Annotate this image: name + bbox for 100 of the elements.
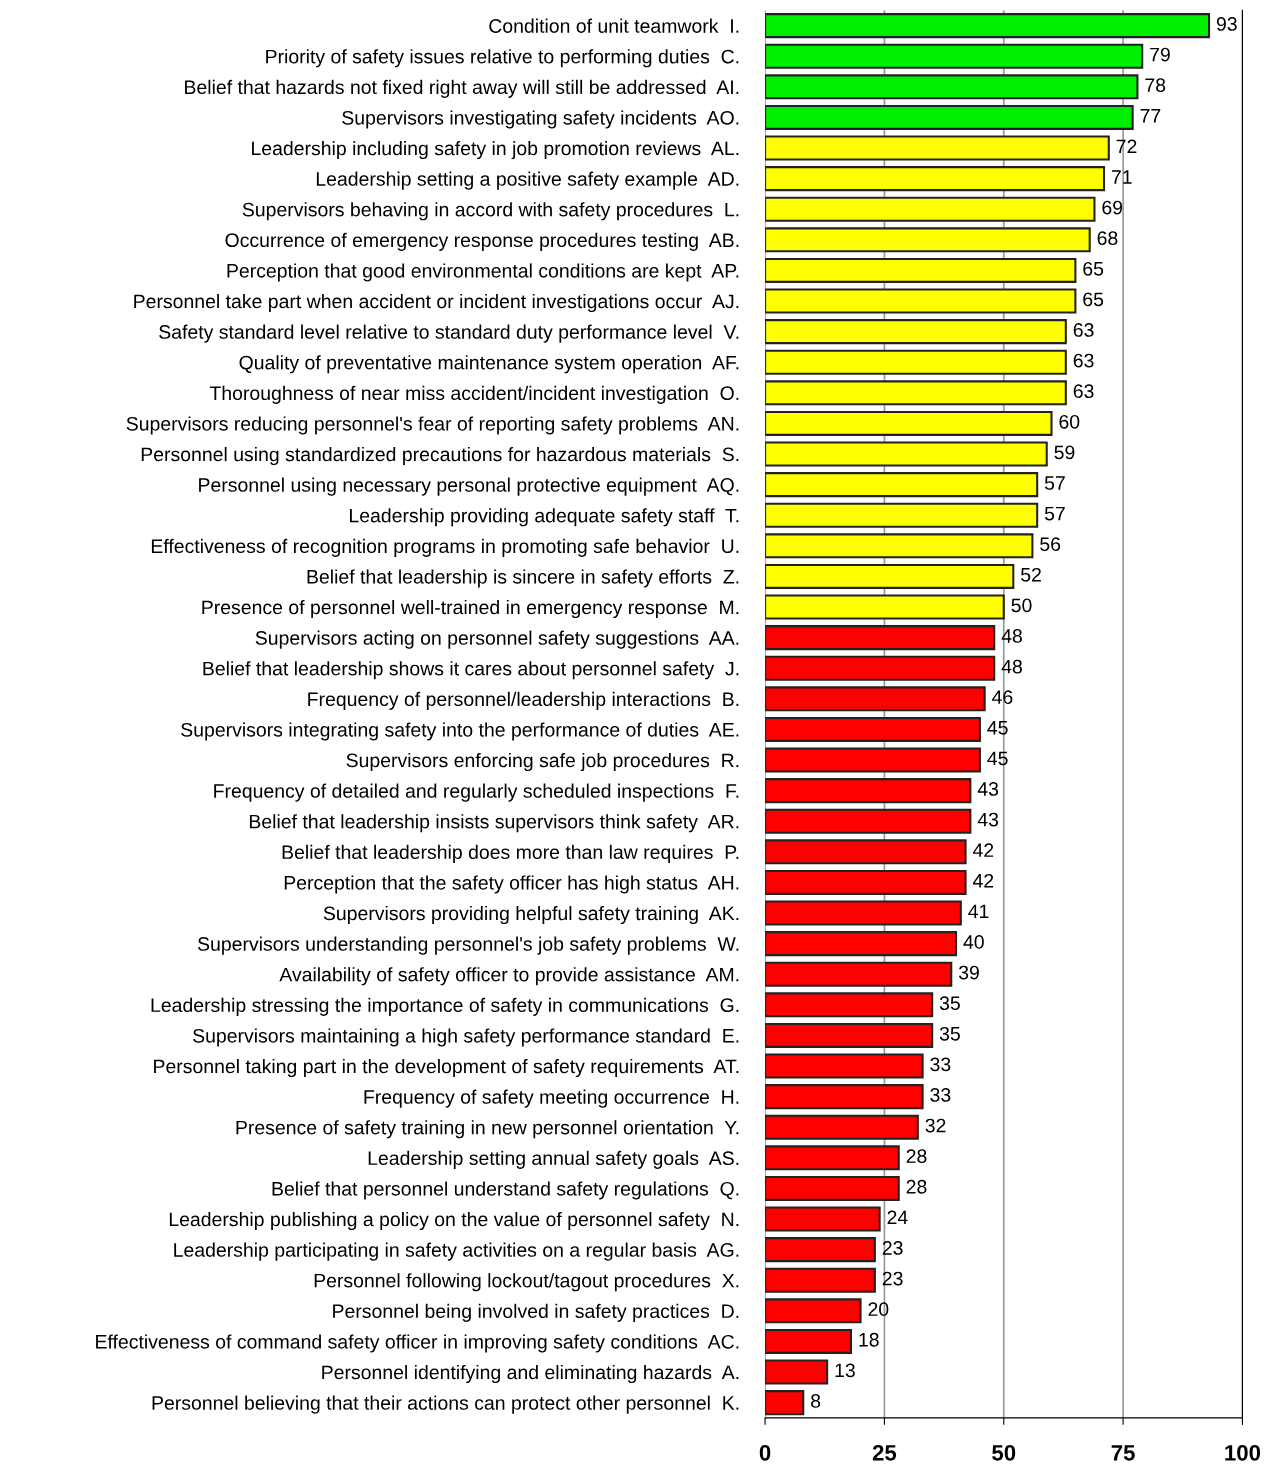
y-tick-label: Belief that personnel understand safety regulations Q.: [272, 1181, 739, 1200]
y-tick-label: Personnel following lockout/tagout procedures X.: [314, 1273, 739, 1292]
bar: [765, 1359, 829, 1385]
bar: [765, 839, 967, 865]
data-label: 46: [992, 690, 1013, 705]
y-tick-label: Perception that the safety officer has high status AH.: [284, 875, 739, 894]
data-label: 45: [987, 751, 1008, 766]
y-tick-label: Condition of unit teamwork I.: [489, 18, 739, 33]
y-tick-label: Leadership stressing the importance of safety in communications G.: [151, 997, 739, 1016]
y-tick-label: Personnel take part when accident or incident investigations occur AJ.: [134, 293, 739, 313]
data-label: 40: [963, 935, 984, 949]
data-label: 63: [1073, 353, 1094, 368]
data-label: 33: [930, 1057, 951, 1072]
bar: [765, 655, 996, 681]
data-label: 24: [887, 1210, 908, 1225]
bar: [765, 563, 1015, 589]
y-tick-label: Frequency of detailed and regularly scheduled inspections F.: [214, 783, 739, 802]
y-tick-label: Presence of safety training in new personnel orientation Y.: [236, 1120, 739, 1139]
y-tick-label: Leadership publishing a policy on the value of personnel safety N.: [169, 1211, 739, 1231]
y-tick-label: Frequency of safety meeting occurrence H.: [364, 1089, 739, 1108]
data-label: 48: [1001, 629, 1022, 643]
data-label: 32: [925, 1118, 946, 1133]
data-label: 57: [1044, 476, 1065, 490]
bar: [765, 472, 1039, 498]
bar: [765, 257, 1077, 283]
y-tick-label: Leadership participating in safety activities on a regular basis AG.: [174, 1242, 739, 1261]
data-label: 20: [868, 1302, 889, 1317]
y-tick-label: Availability of safety officer to provide assistance AM.: [279, 967, 739, 986]
bar: [765, 1114, 919, 1140]
bar: [765, 1298, 862, 1324]
y-tick-label: Supervisors understanding personnel's job safety problems W.: [197, 936, 739, 955]
bar: [765, 1145, 900, 1171]
data-label: 63: [1073, 384, 1094, 399]
y-tick-label: Supervisors acting on personnel safety suggestions AA.: [255, 630, 739, 649]
data-label: 35: [939, 1026, 960, 1041]
bar: [765, 1175, 900, 1201]
data-label: 13: [835, 1363, 855, 1378]
bar: [765, 594, 1005, 620]
bar: [765, 1206, 881, 1232]
bar: [765, 961, 953, 987]
y-tick-label: Personnel using necessary personal protective equipment AQ.: [199, 477, 739, 496]
bar: [765, 104, 1134, 130]
y-tick-label: Leadership setting annual safety goals AS.: [368, 1150, 739, 1169]
y-tick-label: Leadership including safety in job promotion reviews AL.: [252, 140, 739, 160]
data-label: 33: [930, 1088, 951, 1102]
y-tick-label: Effectiveness of recognition programs in promoting safe behavior U.: [151, 538, 739, 557]
data-label: 39: [958, 965, 979, 980]
y-tick-label: Safety standard level relative to standard duty performance level V.: [159, 324, 739, 343]
bar: [765, 441, 1048, 467]
y-tick-label: Belief that leadership is sincere in safety efforts Z.: [307, 569, 739, 588]
data-label: 43: [977, 812, 999, 827]
data-label: 71: [1111, 170, 1132, 184]
bar: [765, 349, 1067, 375]
y-tick-label: Frequency of personnel/leadership interactions B.: [308, 691, 739, 710]
data-label: 43: [977, 782, 999, 796]
y-tick-label: Personnel using standardized precautions for hazardous materials S.: [141, 446, 739, 466]
bar: [765, 716, 981, 742]
bar: [765, 747, 981, 773]
bar: [765, 380, 1067, 406]
data-label: 42: [972, 873, 994, 888]
bar: [765, 1390, 805, 1416]
bar: [765, 166, 1106, 192]
bar: [765, 931, 958, 957]
bar: [765, 778, 972, 804]
data-label: 28: [906, 1149, 927, 1164]
data-label: 77: [1140, 109, 1161, 123]
data-label: 60: [1059, 414, 1080, 429]
bar: [765, 502, 1039, 528]
data-label: 69: [1102, 200, 1123, 215]
y-tick-label: Belief that hazards not fixed right away will still be addressed AI.: [185, 79, 739, 98]
data-label: 48: [1001, 659, 1022, 674]
y-tick-label: Supervisors enforcing safe job procedures R.: [346, 752, 739, 772]
y-tick-label: Belief that leadership insists supervisors think safety AR.: [249, 814, 739, 833]
data-label: 41: [968, 904, 989, 919]
data-label: 78: [1145, 78, 1166, 93]
x-tick-label: 75: [1111, 1445, 1135, 1461]
bar: [765, 410, 1053, 436]
data-label: 57: [1044, 506, 1065, 521]
y-tick-label: Quality of preventative maintenance system operation AF.: [239, 355, 739, 374]
y-tick-label: Occurrence of emergency response procedures testing AB.: [225, 232, 739, 251]
data-label: 8: [811, 1394, 821, 1408]
y-tick-label: Belief that leadership does more than law requires P.: [282, 844, 739, 863]
x-tick-label: 25: [872, 1444, 897, 1461]
bar: [765, 686, 986, 712]
y-tick-label: Supervisors providing helpful safety training AK.: [323, 905, 739, 925]
data-label: 59: [1054, 445, 1075, 460]
data-label: 65: [1083, 261, 1104, 276]
y-tick-label: Supervisors maintaining a high safety performance standard E.: [193, 1028, 739, 1047]
y-tick-label: Personnel identifying and eliminating hazards A.: [322, 1364, 739, 1384]
bar: [765, 900, 962, 926]
bar: [765, 808, 972, 834]
data-label: 93: [1216, 17, 1237, 31]
y-tick-label: Supervisors integrating safety into the performance of duties AE.: [181, 722, 739, 741]
y-tick-label: Personnel taking part in the development of safety requirements AT.: [154, 1058, 739, 1078]
bar: [765, 869, 967, 895]
bar: [765, 1328, 853, 1354]
bar: [765, 1022, 934, 1048]
y-tick-label: Leadership setting a positive safety example AD.: [316, 171, 739, 190]
data-label: 72: [1116, 139, 1137, 154]
bar: [765, 43, 1144, 69]
